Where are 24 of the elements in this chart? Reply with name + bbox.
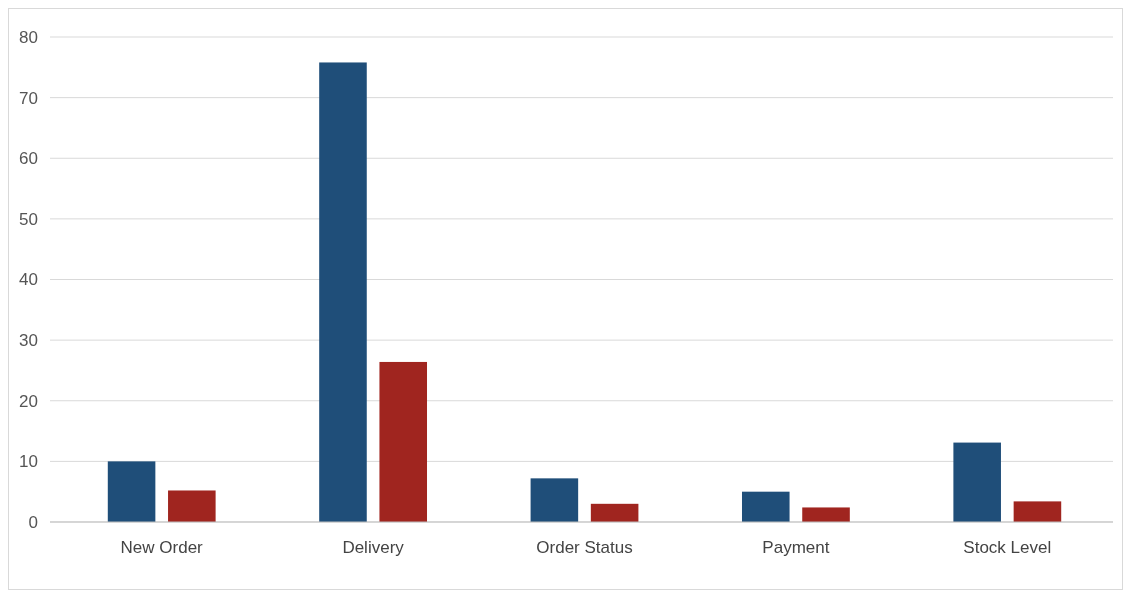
y-tick-label: 50 (19, 209, 38, 229)
bar (590, 503, 639, 522)
bar (953, 442, 1001, 522)
x-tick-label: Delivery (342, 538, 405, 557)
bar (168, 490, 216, 522)
y-tick-label: 10 (19, 452, 38, 472)
y-tick-label: 20 (19, 391, 38, 411)
y-tick-label: 60 (19, 149, 38, 169)
bar (530, 478, 579, 522)
y-tick-label: 70 (19, 88, 38, 108)
x-tick-label: Payment (762, 538, 830, 557)
bar (319, 62, 367, 522)
bar (1013, 501, 1062, 522)
bar (802, 507, 850, 522)
y-tick-label: 40 (19, 270, 38, 290)
y-tick-label: 80 (19, 27, 38, 47)
x-tick-label: New Order (120, 538, 204, 557)
bar (107, 461, 156, 522)
y-tick-label: 30 (19, 331, 38, 351)
bar (741, 491, 790, 522)
x-tick-label: Stock Level (963, 538, 1052, 557)
x-tick-label: Order Status (536, 538, 633, 557)
y-tick-label: 0 (28, 512, 38, 532)
bar (379, 361, 428, 522)
